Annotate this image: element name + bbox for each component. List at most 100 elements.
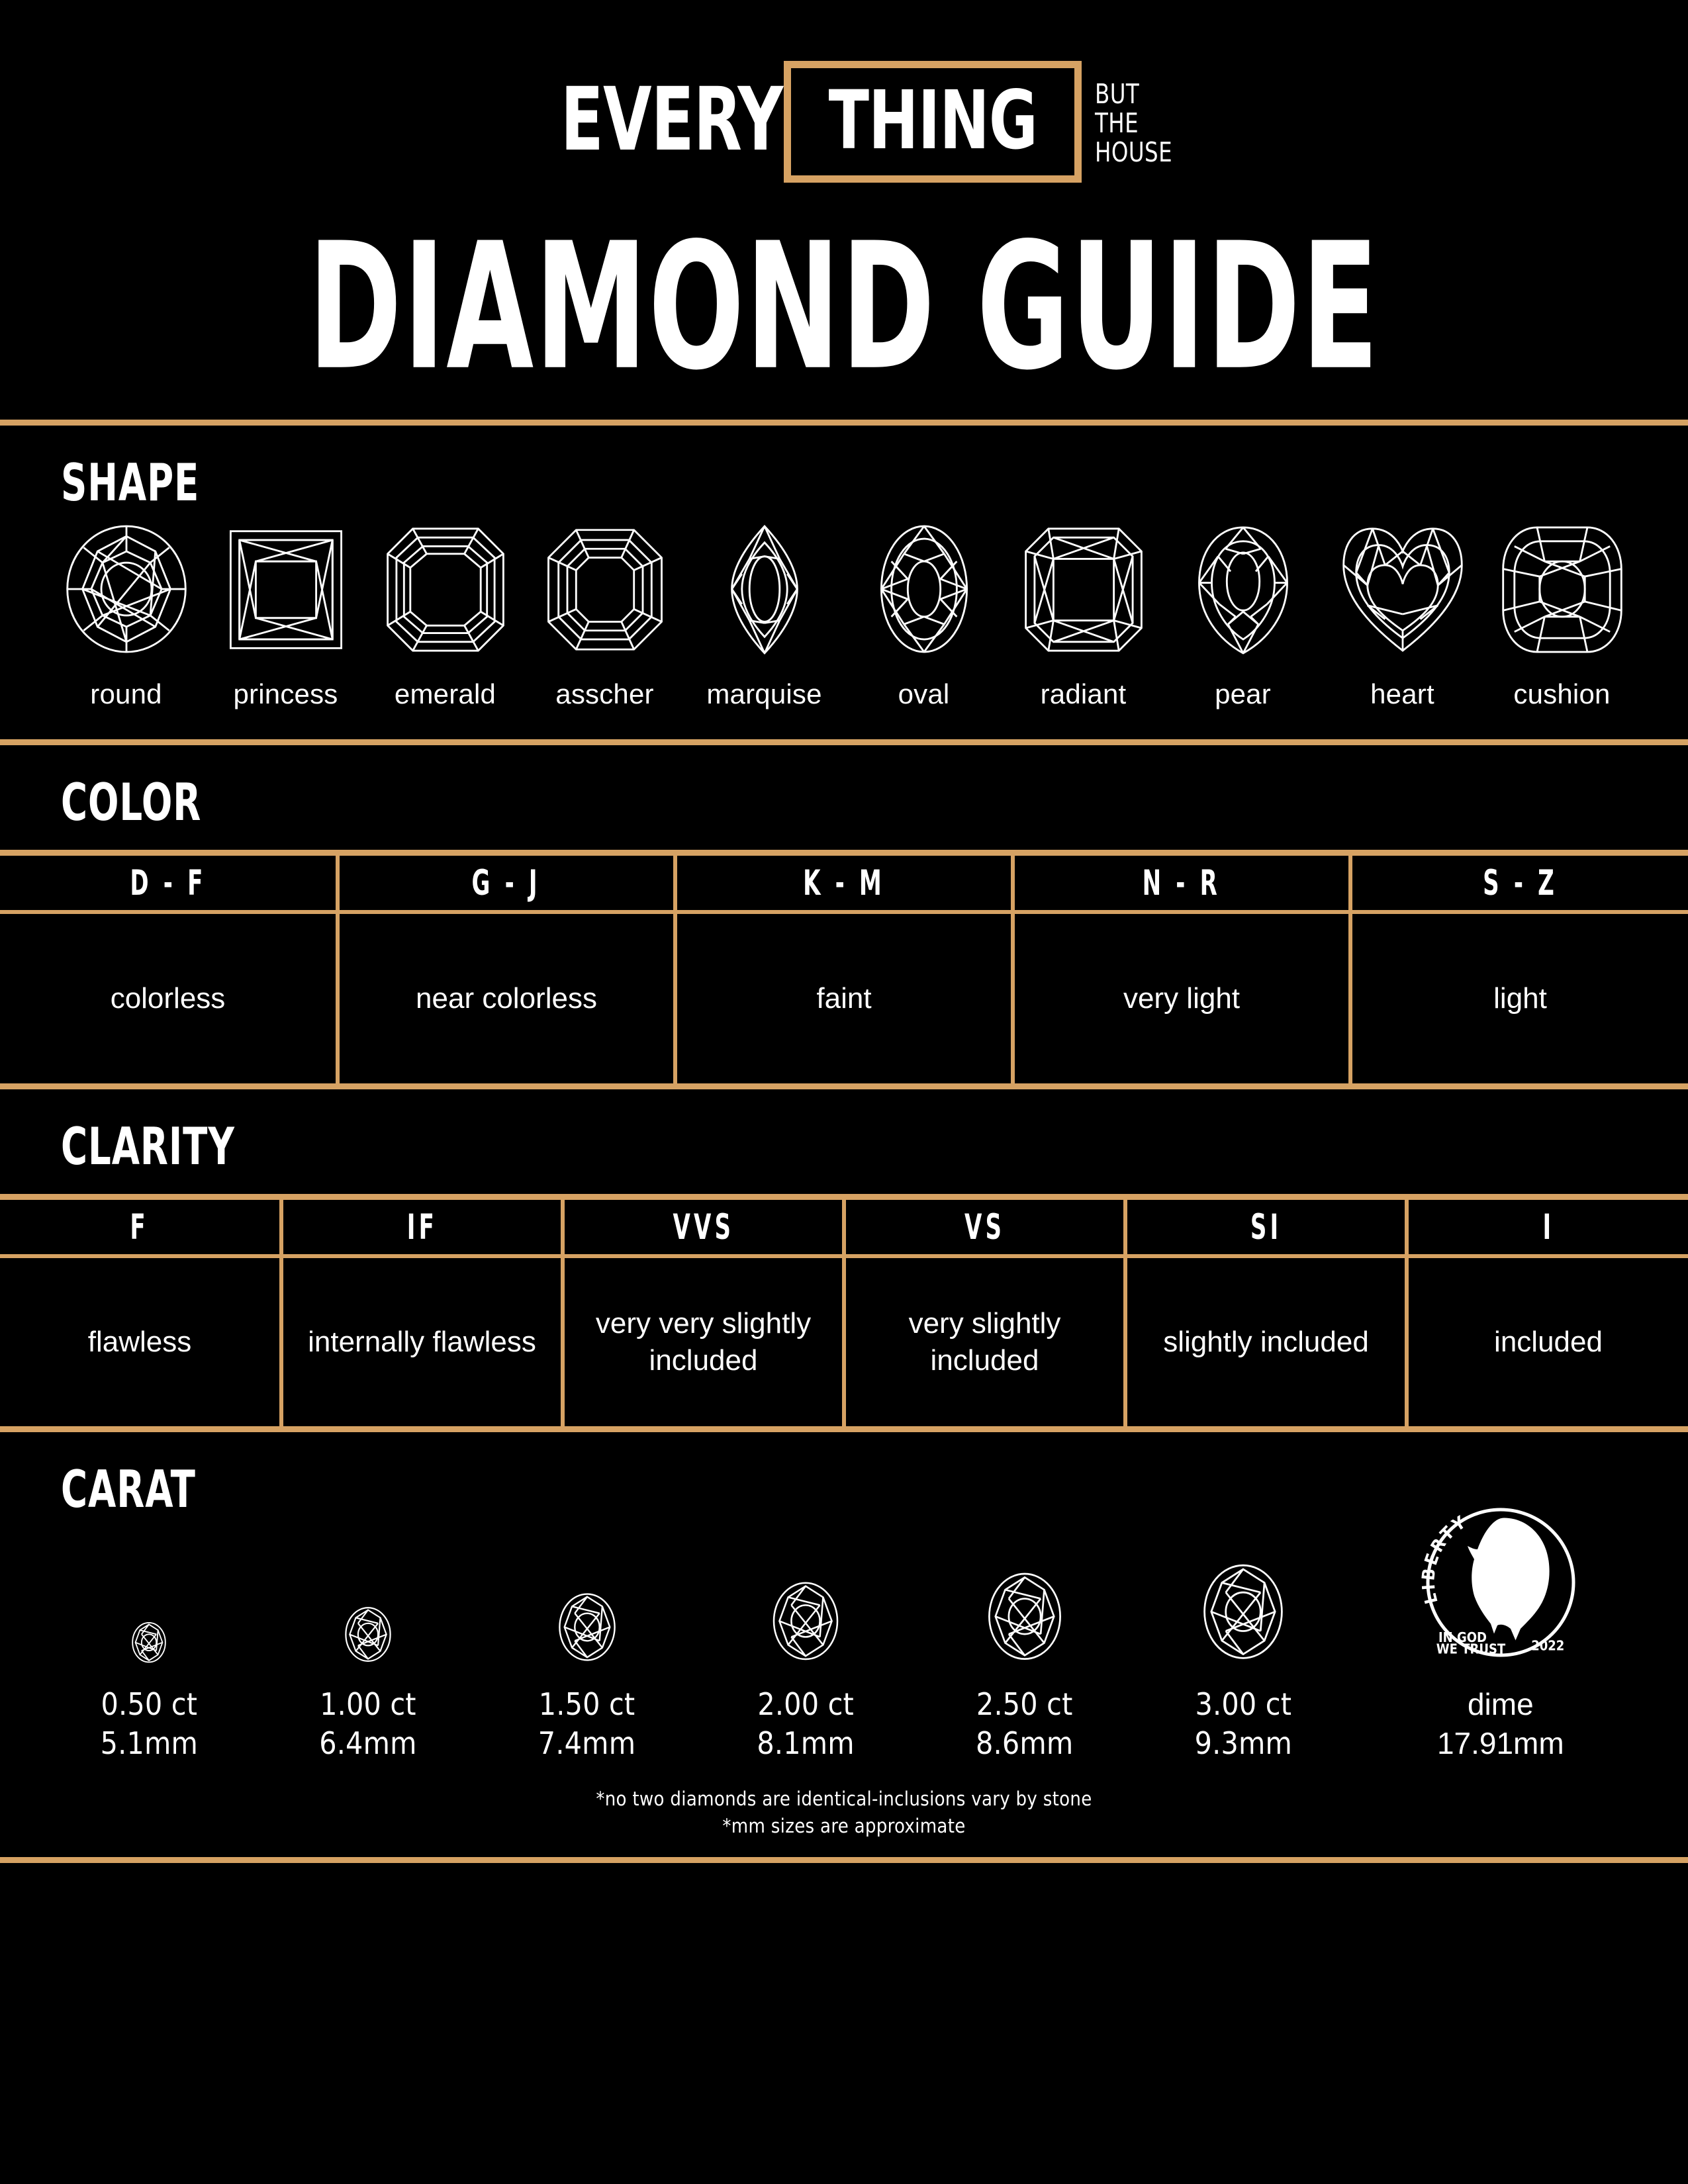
color-grade-cell: D - F — [0, 850, 340, 914]
clarity-grade-cell: IF — [279, 1194, 565, 1258]
logo-word-thing: THING — [828, 73, 1038, 167]
logo-tagline: BUT THE HOUSE — [1095, 61, 1183, 183]
shape-item-emerald[interactable]: emerald — [365, 523, 525, 710]
color-table: D - F G - J K - M N - R S - Z colorless … — [0, 850, 1688, 1089]
footnote-line-2: *mm sizes are approximate — [722, 1815, 966, 1838]
clarity-table: F IF VVS VS SI I flawless internally fla… — [0, 1194, 1688, 1432]
page-title: DIAMOND GUIDE — [308, 205, 1380, 409]
footnotes: *no two diamonds are identical-inclusion… — [0, 1763, 1688, 1840]
carat-item-0[interactable]: 0.50 ct 5.1mm — [40, 1620, 259, 1763]
section-divider-color — [0, 739, 1688, 745]
carat-item-2[interactable]: 1.50 ct 7.4mm — [477, 1590, 696, 1763]
clarity-description-row: flawless internally flawless very very s… — [0, 1256, 1688, 1432]
carat-size: 8.6mm — [976, 1725, 1074, 1762]
shape-item-heart[interactable]: heart — [1323, 523, 1482, 710]
shape-item-oval[interactable]: oval — [844, 523, 1004, 710]
carat-weight: 2.50 ct — [976, 1686, 1073, 1723]
shape-item-cushion[interactable]: cushion — [1482, 523, 1642, 710]
carat-label: 2.00 ct 8.1mm — [757, 1685, 854, 1763]
carat-size: 9.3mm — [1194, 1725, 1293, 1762]
clarity-grade-cell: I — [1405, 1194, 1688, 1258]
shape-item-marquise[interactable]: marquise — [684, 523, 844, 710]
footnote-line-1: *no two diamonds are identical-inclusion… — [596, 1788, 1092, 1810]
carat-weight: 2.00 ct — [757, 1686, 854, 1723]
color-description-cell: colorless — [0, 912, 340, 1089]
oval-diamond-icon — [880, 525, 968, 653]
carat-weight: 0.50 ct — [101, 1686, 198, 1723]
logo-box: THING — [783, 61, 1082, 183]
round-brilliant-icon — [132, 1622, 167, 1663]
logo-tagline-but: BUT — [1095, 77, 1140, 110]
carat-item-1[interactable]: 1.00 ct 6.4mm — [259, 1604, 478, 1763]
color-heading: COLOR — [61, 772, 202, 833]
shape-item-princess[interactable]: princess — [206, 523, 365, 710]
color-grade-cell: G - J — [336, 850, 677, 914]
carat-label: dime 17.91mm — [1437, 1685, 1564, 1763]
shape-label: round — [90, 678, 162, 709]
princess-diamond-icon — [229, 530, 342, 649]
carat-item-dime[interactable]: LIBERTY IN GOD WE TRUST 2022 dime 17.91m… — [1353, 1500, 1648, 1763]
carat-size: 6.4mm — [319, 1725, 417, 1762]
shape-item-asscher[interactable]: asscher — [525, 523, 684, 710]
round-brilliant-icon — [773, 1582, 839, 1661]
shape-item-radiant[interactable]: radiant — [1004, 523, 1163, 710]
shape-label: emerald — [394, 678, 496, 709]
section-divider-top — [0, 420, 1688, 426]
color-description-cell: light — [1348, 912, 1688, 1089]
carat-item-5[interactable]: 3.00 ct 9.3mm — [1134, 1559, 1353, 1763]
clarity-header-row: F IF VVS VS SI I — [0, 1194, 1688, 1258]
clarity-description-cell: slightly included — [1123, 1256, 1409, 1432]
shape-section: SHAPE round — [0, 426, 1688, 710]
pear-diamond-icon — [1197, 526, 1288, 655]
logo-word-every: EVERY — [560, 69, 782, 171]
round-diamond-icon — [66, 525, 187, 653]
color-description-cell: faint — [673, 912, 1015, 1089]
carat-row: 0.50 ct 5.1mm 1.00 ct 6.4mm — [0, 1508, 1688, 1763]
carat-label: 1.00 ct 6.4mm — [319, 1685, 416, 1763]
clarity-description-cell: flawless — [0, 1256, 283, 1432]
carat-item-3[interactable]: 2.00 ct 8.1mm — [696, 1578, 915, 1763]
color-description-cell: very light — [1011, 912, 1352, 1089]
color-grade-cell: S - Z — [1348, 850, 1688, 914]
carat-weight: 1.50 ct — [538, 1686, 635, 1723]
carat-label: 3.00 ct 9.3mm — [1195, 1685, 1292, 1763]
shape-label: heart — [1370, 678, 1434, 709]
color-description-cell: near colorless — [336, 912, 677, 1089]
shape-heading: SHAPE — [61, 452, 200, 513]
color-header-row: D - F G - J K - M N - R S - Z — [0, 850, 1688, 914]
shape-item-pear[interactable]: pear — [1163, 523, 1323, 710]
shape-label: princess — [233, 678, 338, 709]
shape-label: asscher — [555, 678, 654, 709]
round-brilliant-icon — [988, 1572, 1061, 1661]
logo-tagline-house: HOUSE — [1095, 136, 1173, 169]
clarity-grade-cell: SI — [1123, 1194, 1409, 1258]
logo-tagline-the: THE — [1095, 107, 1139, 139]
dime-liberty-text: LIBERTY — [1419, 1512, 1472, 1606]
carat-item-4[interactable]: 2.50 ct 8.6mm — [915, 1569, 1134, 1763]
dime-motto-line2: WE TRUST — [1436, 1641, 1506, 1657]
carat-label: 1.50 ct 7.4mm — [538, 1685, 635, 1763]
color-description-row: colorless near colorless faint very ligh… — [0, 912, 1688, 1089]
carat-size: 8.1mm — [757, 1725, 855, 1762]
dime-coin-icon: LIBERTY IN GOD WE TRUST 2022 — [1419, 1508, 1575, 1657]
heart-diamond-icon — [1342, 527, 1463, 652]
radiant-diamond-icon — [1024, 527, 1143, 652]
carat-weight: 3.00 ct — [1195, 1686, 1292, 1723]
brand-logo: EVERY THING BUT THE HOUSE — [0, 0, 1688, 183]
carat-heading: CARAT — [61, 1459, 196, 1520]
dime-year: 2022 — [1531, 1638, 1564, 1654]
carat-weight: dime — [1467, 1687, 1534, 1722]
marquise-diamond-icon — [730, 524, 798, 655]
shape-label: oval — [898, 678, 950, 709]
color-grade-cell: K - M — [673, 850, 1015, 914]
shape-item-round[interactable]: round — [46, 523, 206, 710]
carat-weight: 1.00 ct — [320, 1686, 416, 1723]
clarity-description-cell: included — [1405, 1256, 1688, 1432]
clarity-grade-cell: F — [0, 1194, 283, 1258]
asscher-diamond-icon — [547, 529, 663, 651]
round-brilliant-icon — [345, 1607, 391, 1662]
shape-label: marquise — [706, 678, 822, 709]
carat-size: 7.4mm — [538, 1725, 636, 1762]
clarity-grade-cell: VS — [842, 1194, 1127, 1258]
round-brilliant-icon — [558, 1593, 616, 1661]
